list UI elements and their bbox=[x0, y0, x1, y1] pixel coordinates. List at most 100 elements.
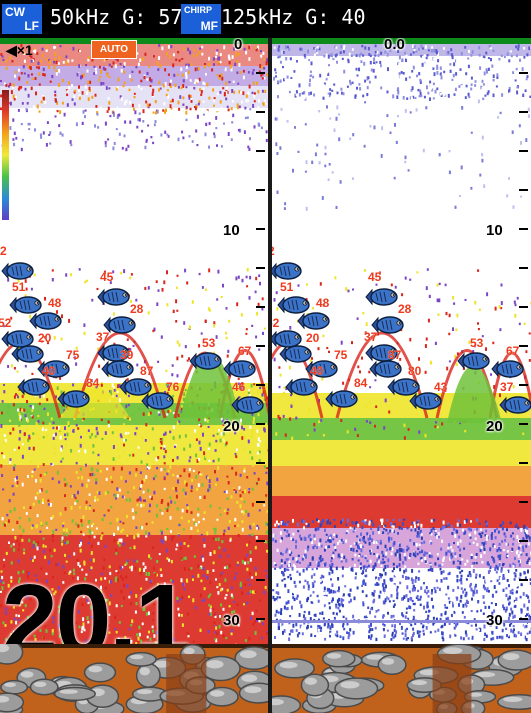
depth-tick bbox=[519, 150, 528, 152]
left-depth-20: 20 bbox=[223, 418, 240, 435]
fish-depth-label: 46 bbox=[232, 380, 246, 394]
zoom-arrow-icon[interactable]: ◀×1 bbox=[6, 42, 33, 58]
cw-lf-badge[interactable]: CW LF bbox=[2, 4, 42, 34]
depth-tick bbox=[256, 306, 265, 308]
fish-depth-label: 80 bbox=[408, 364, 422, 378]
fish-icon[interactable] bbox=[96, 286, 132, 308]
fish-depth-label: 52 bbox=[0, 316, 12, 330]
fish-icon[interactable] bbox=[296, 310, 332, 332]
depth-tick bbox=[519, 462, 528, 464]
fish-icon[interactable] bbox=[370, 314, 406, 336]
fish-icon[interactable] bbox=[56, 388, 92, 410]
fish-depth-label: 51 bbox=[280, 280, 294, 294]
fish-icon[interactable] bbox=[408, 390, 444, 412]
fish-depth-label: 37 bbox=[96, 330, 110, 344]
fish-icon[interactable] bbox=[272, 328, 304, 350]
chirp-mf-badge[interactable]: CHIRP MF bbox=[181, 4, 221, 34]
fish-icon[interactable] bbox=[188, 350, 224, 372]
fish-icon[interactable] bbox=[386, 376, 422, 398]
fish-icon[interactable] bbox=[36, 358, 72, 380]
fish-icon[interactable] bbox=[498, 394, 531, 416]
depth-tick bbox=[519, 306, 528, 308]
fish-icon[interactable] bbox=[16, 376, 52, 398]
fish-icon[interactable] bbox=[222, 358, 258, 380]
fish-depth-label: 40 bbox=[42, 364, 56, 378]
fish-icon[interactable] bbox=[118, 376, 154, 398]
depth-tick bbox=[256, 384, 265, 386]
fish-icon[interactable] bbox=[456, 350, 492, 372]
right-sonar-panel[interactable]: 0.0 10 20 30 2 51 48 52 20 bbox=[272, 38, 531, 644]
depth-tick bbox=[256, 189, 265, 191]
fish-icon[interactable] bbox=[324, 388, 360, 410]
fish-icon[interactable] bbox=[28, 310, 64, 332]
fish-depth-label: 52 bbox=[272, 316, 280, 330]
seabed-rocks bbox=[272, 644, 531, 713]
depth-tick bbox=[519, 345, 528, 347]
right-bottom-seabed bbox=[272, 644, 531, 713]
seabed-rocks bbox=[0, 644, 268, 713]
fish-depth-label: 53 bbox=[202, 336, 216, 350]
fish-icon[interactable] bbox=[304, 358, 340, 380]
fish-icon[interactable] bbox=[0, 328, 36, 350]
fish-depth-label: 87 bbox=[140, 364, 154, 378]
auto-range-label: AUTO bbox=[99, 44, 129, 55]
fish-depth-label: 43 bbox=[434, 380, 448, 394]
status-bar: CW LF 50kHz G: 57 CHIRP MF 125kHz G: 40 bbox=[0, 0, 531, 38]
fish-depth-label: 40 bbox=[310, 364, 324, 378]
right-depth-0: 0.0 bbox=[384, 38, 405, 53]
fish-icon[interactable] bbox=[96, 342, 132, 364]
fish-depth-label: 2 bbox=[0, 244, 7, 258]
color-scale-bar bbox=[2, 90, 9, 220]
fish-icon[interactable] bbox=[0, 260, 36, 282]
fish-icon[interactable] bbox=[368, 358, 404, 380]
fish-icon[interactable] bbox=[490, 358, 526, 380]
left-sonar-panel[interactable]: ◀×1 AUTO 0 10 20 30 2 51 48 52 20 bbox=[0, 38, 268, 644]
fish-icon[interactable] bbox=[140, 390, 176, 412]
right-depth-20: 20 bbox=[486, 418, 503, 435]
fish-depth-label: 75 bbox=[66, 348, 80, 362]
fish-depth-label: 28 bbox=[130, 302, 144, 316]
fish-depth-label: 53 bbox=[470, 336, 484, 350]
fish-icon[interactable] bbox=[272, 260, 304, 282]
fish-depth-label: 45 bbox=[368, 270, 382, 284]
current-depth-readout: 20.1 bbox=[2, 564, 191, 644]
depth-tick bbox=[256, 579, 265, 581]
lf-label: LF bbox=[24, 19, 39, 33]
fish-icon[interactable] bbox=[278, 343, 314, 365]
fish-depth-label: 84 bbox=[86, 376, 100, 390]
fish-depth-label: 67 bbox=[506, 344, 520, 358]
depth-tick bbox=[519, 189, 528, 191]
fish-icon[interactable] bbox=[276, 294, 312, 316]
auto-range-icon[interactable]: AUTO bbox=[91, 40, 137, 59]
fish-icon[interactable] bbox=[364, 342, 400, 364]
fish-depth-label: 45 bbox=[100, 270, 114, 284]
fish-icon[interactable] bbox=[8, 294, 44, 316]
fish-icon[interactable] bbox=[364, 286, 400, 308]
fish-icon[interactable] bbox=[284, 376, 320, 398]
fish-depth-label: 87 bbox=[388, 348, 402, 362]
fish-depth-label: 76 bbox=[166, 380, 180, 394]
fish-depth-label: 20 bbox=[306, 331, 320, 345]
fish-depth-label: 2 bbox=[272, 244, 275, 258]
left-depth-0: 0 bbox=[234, 38, 243, 53]
right-header-strip bbox=[272, 38, 531, 44]
fish-icon[interactable] bbox=[100, 358, 136, 380]
fish-depth-label: 48 bbox=[48, 296, 62, 310]
depth-tick bbox=[256, 72, 265, 74]
depth-tick bbox=[519, 501, 528, 503]
depth-tick bbox=[256, 150, 265, 152]
fish-icon[interactable] bbox=[230, 394, 266, 416]
depth-tick bbox=[519, 618, 528, 620]
panel-divider[interactable] bbox=[268, 38, 272, 713]
fish-icon[interactable] bbox=[102, 314, 138, 336]
depth-tick bbox=[256, 462, 265, 464]
mf-label: MF bbox=[200, 19, 218, 33]
left-bottom-seabed bbox=[0, 644, 268, 713]
depth-tick bbox=[256, 501, 265, 503]
chirp-label: CHIRP bbox=[184, 5, 213, 15]
depth-tick bbox=[256, 618, 265, 620]
fish-icon[interactable] bbox=[10, 343, 46, 365]
fish-depth-label: 37 bbox=[500, 380, 514, 394]
right-echogram bbox=[272, 38, 531, 644]
cw-label: CW bbox=[5, 5, 25, 19]
